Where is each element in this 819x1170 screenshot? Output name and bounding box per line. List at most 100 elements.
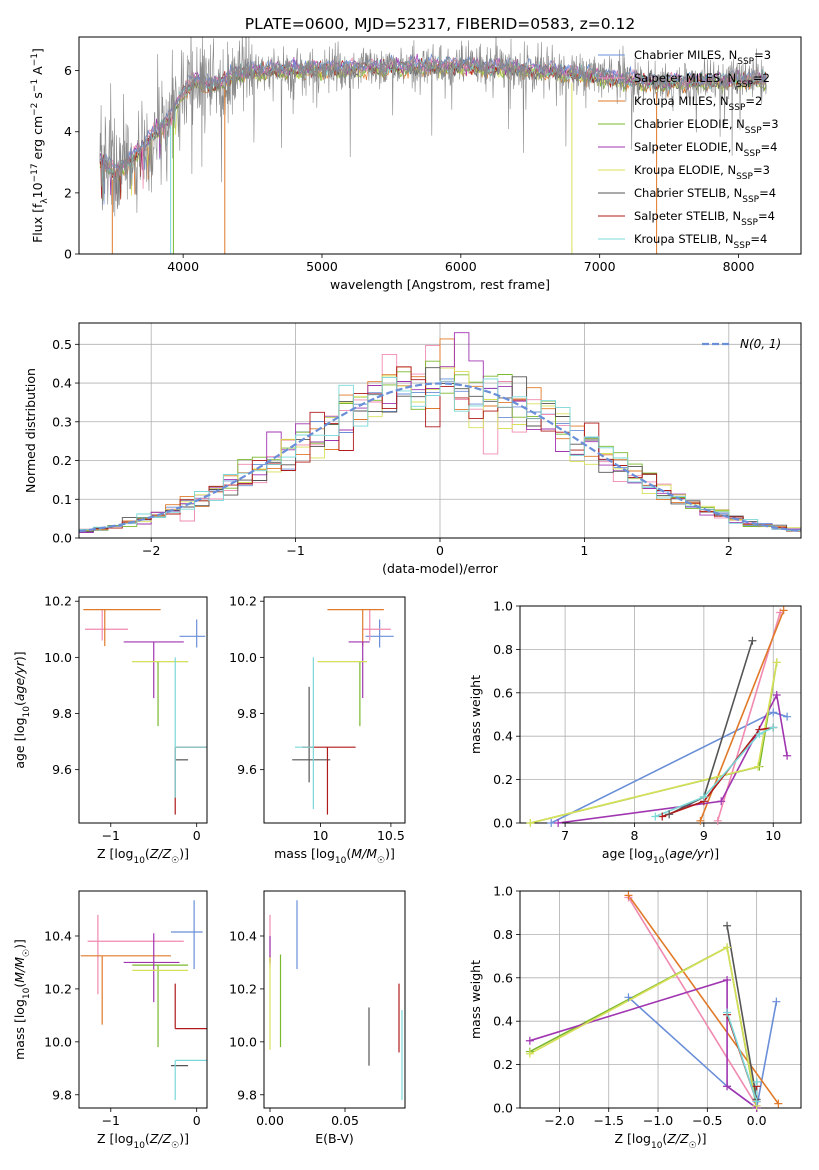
x-tick-label: 0.05	[331, 1113, 359, 1128]
axes-weight_vs_Z: −2.0 −1.5 −1.0 −0.5 0.0 0.0 0.2 0.4 0.6 0.8 1.0 Z […	[468, 884, 802, 1151]
y-tick-label: 6	[64, 63, 72, 78]
weight-marker-kroupa_elodie	[772, 658, 781, 667]
weight-marker-kroupa_miles	[624, 891, 633, 900]
x-tick-label: −2	[142, 543, 160, 558]
weight-marker-kroupa_stelib	[752, 1097, 761, 1106]
weight-marker-kroupa_stelib	[723, 1008, 732, 1017]
x-axis-label: Z [log10(Z/Z☉)]	[97, 846, 189, 866]
label-part: Salpeter ELODIE, N	[634, 140, 744, 154]
y-tick-label: 0.4	[52, 376, 72, 391]
x-tick-label: 0.0	[747, 1113, 767, 1128]
weight-marker-chabrier_stelib	[723, 921, 732, 930]
label-part: Z [log	[97, 1131, 133, 1146]
y-tick-label: 1.0	[493, 599, 513, 614]
label-part: (	[12, 983, 27, 988]
label-part: SSP	[736, 172, 753, 182]
histogram-kroupa_stelib	[79, 376, 801, 532]
axes-spectrum: 4000 5000 6000 7000 8000 0 2 4 6 wavelength [Angs…	[30, 36, 802, 292]
x-axis-label: E(B-V)	[315, 1131, 354, 1146]
weight-marker-salpeter_elodie	[723, 975, 732, 984]
legend-label-salpeter_miles: Salpeter MILES, NSSP=2	[634, 71, 770, 90]
observed-spectrum	[99, 37, 767, 217]
legend-label-chabrier_miles: Chabrier MILES, NSSP=3	[634, 48, 771, 67]
label-part: age/yr	[12, 660, 27, 701]
x-tick-label: 0.00	[256, 1113, 284, 1128]
y-tick-label: 0.8	[493, 927, 513, 942]
label-part: (	[664, 846, 669, 861]
weight-marker-chabrier_miles	[547, 819, 556, 827]
label-part: −1	[30, 79, 40, 92]
label-part: Z [log	[97, 846, 133, 861]
x-axis-label: (data-model)/error	[382, 561, 499, 576]
weight-marker-kroupa_stelib	[752, 1077, 761, 1086]
axes-residuals: −2 −1 0 1 2 0.0 0.1 0.2 0.3 0.4 0.5 N(0, 1) (data-mo…	[23, 322, 802, 576]
label-part: Chabrier ELODIE, N	[634, 117, 745, 131]
label-part: Z/Z	[149, 846, 172, 861]
weight-marker-salpeter_miles	[713, 816, 722, 825]
weight-marker-chabrier_stelib	[665, 810, 674, 819]
x-tick-label: 2	[725, 543, 733, 558]
y-tick-label: 0.0	[52, 531, 72, 546]
label-part: )]	[697, 1131, 707, 1146]
label-part: ]	[30, 48, 45, 53]
y-tick-label: 0.2	[493, 772, 513, 787]
x-tick-label: −0.5	[692, 1113, 722, 1128]
y-tick-label: 4	[64, 124, 72, 139]
legend-label-kroupa_miles: Kroupa MILES, NSSP=2	[634, 94, 762, 113]
plot-area-mass_vs_ebv	[269, 900, 403, 1101]
y-tick-label: 0.4	[493, 729, 513, 744]
label-part: 10	[653, 856, 665, 866]
label-part: )]	[709, 846, 719, 861]
legend-label-chabrier_stelib: Chabrier STELIB, NSSP=4	[634, 186, 776, 205]
label-part: 10	[651, 1141, 663, 1151]
y-tick-label: 10.0	[44, 650, 72, 665]
label-part: 10	[133, 856, 145, 866]
weight-line-salpeter_elodie	[558, 692, 788, 823]
label-part: =4	[750, 232, 767, 246]
weight-marker-salpeter_elodie	[554, 819, 563, 827]
y-tick-label: 0.1	[52, 492, 72, 507]
label-part: ☉	[689, 1141, 697, 1151]
axes-frame-weight_vs_Z	[519, 890, 802, 1109]
label-part: )]	[179, 846, 189, 861]
axes-frame-age_vs_Z	[78, 596, 208, 824]
x-axis-label: Z [log10(Z/Z☉)]	[615, 1131, 707, 1151]
y-tick-label: 10.0	[229, 650, 257, 665]
label-part: (	[346, 846, 351, 861]
axes-frame-weight_vs_age	[519, 605, 802, 824]
axes-mass_vs_ebv: 0.00 0.05 9.8 10.0 10.2 10.4 E(B-V)	[229, 890, 406, 1146]
figure-title: PLATE=0600, MJD=52317, FIBERID=0583, z=0…	[245, 15, 635, 33]
label-part: age/yr	[669, 846, 710, 861]
y-tick-label: 9.8	[52, 706, 72, 721]
label-part: −17	[30, 163, 40, 182]
weight-marker-chabrier_stelib	[748, 636, 757, 645]
label-part: Salpeter MILES, N	[634, 71, 736, 85]
weight-marker-salpeter_stelib	[658, 812, 667, 821]
y-tick-label: 10.4	[229, 928, 257, 943]
weight-marker-chabrier_miles	[624, 993, 633, 1002]
legend-label-kroupa_stelib: Kroupa STELIB, NSSP=4	[634, 232, 767, 251]
weight-marker-kroupa_miles	[779, 606, 788, 615]
weight-marker-kroupa_stelib	[755, 730, 764, 739]
label-part: (	[145, 846, 150, 861]
label-part: =4	[759, 186, 776, 200]
x-tick-label: 8000	[723, 259, 755, 274]
y-tick-label: 0.5	[52, 337, 72, 352]
y-tick-label: 10.0	[229, 1034, 257, 1049]
x-tick-label: 6000	[445, 259, 477, 274]
y-tick-label: 9.6	[52, 762, 72, 777]
y-axis-label: mass weight	[468, 960, 483, 1039]
y-tick-label: 0.0	[493, 816, 513, 831]
label-part: 10	[335, 856, 347, 866]
label-part: 10	[22, 987, 32, 999]
x-tick-label: 0	[193, 1113, 201, 1128]
label-part: 10	[133, 1141, 145, 1151]
axes-frame-mass_vs_ebv	[263, 890, 406, 1109]
label-part: Z [log	[615, 1131, 651, 1146]
weight-marker-kroupa_elodie	[525, 1049, 534, 1058]
plot-area-mass_vs_Z	[80, 900, 207, 1101]
x-tick-label: −1.5	[594, 1113, 624, 1128]
y-axis-label: age [log10(age/yr)]	[12, 651, 32, 768]
label-part: ☉	[377, 856, 385, 866]
